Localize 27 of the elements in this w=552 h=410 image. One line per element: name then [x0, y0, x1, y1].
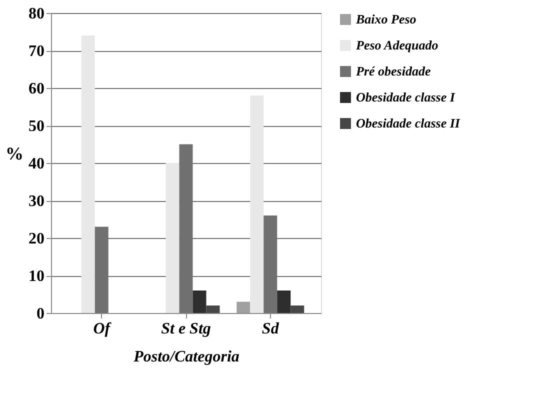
y-tick-label: 20	[28, 230, 44, 248]
bar	[81, 36, 95, 313]
y-tick-label: 80	[28, 6, 44, 22]
x-tick-label: St e Stg	[161, 320, 211, 338]
legend-label: Peso Adequado	[356, 38, 439, 52]
y-tick-label: 70	[28, 43, 44, 60]
bar	[277, 290, 291, 313]
y-tick-label: 60	[28, 80, 44, 98]
y-tick-label: 0	[36, 306, 44, 322]
x-axis-title: Posto/Categoria	[132, 348, 240, 366]
y-axis-title: %	[6, 144, 24, 164]
y-tick-label: 50	[28, 118, 44, 135]
y-tick-label: 10	[28, 268, 44, 285]
bar	[166, 163, 180, 313]
bar	[290, 306, 304, 313]
x-tick-label: Sd	[262, 320, 280, 338]
x-tick-label: Of	[93, 320, 112, 338]
y-tick-label: 40	[28, 156, 44, 172]
bar	[250, 96, 264, 313]
bar	[206, 306, 220, 313]
legend-label: Baixo Peso	[355, 12, 417, 26]
legend-label: Obesidade classe II	[356, 116, 461, 130]
legend-label: Obesidade classe I	[356, 90, 456, 104]
legend-label: Pré obesidade	[356, 64, 431, 78]
bar	[236, 302, 250, 313]
y-tick-label: 30	[28, 193, 44, 210]
bar	[192, 290, 206, 313]
